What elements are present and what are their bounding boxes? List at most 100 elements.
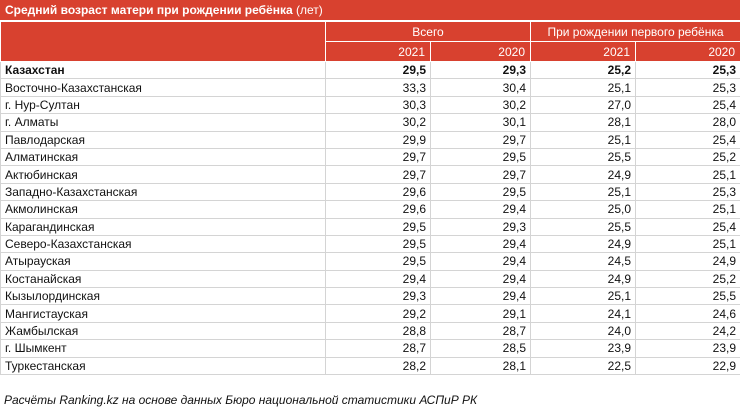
value-cell: 25,5 [530,147,636,167]
value-cell: 29,5 [430,182,531,202]
value-cell: 28,1 [430,356,531,376]
title: Средний возраст матери при рождении ребё… [5,3,293,17]
region-name: Алматинская [0,147,326,167]
region-name: Павлодарская [0,130,326,149]
value-cell: 30,3 [325,95,431,115]
value-cell: 25,2 [634,269,740,289]
region-name: г. Алматы [0,113,326,132]
value-cell: 29,6 [325,182,431,202]
table-row: Карагандинская 29,5 29,3 25,5 25,4 [0,217,740,236]
value-cell: 27,0 [530,95,636,115]
value-cell: 29,2 [325,304,431,323]
table: Всего При рождении первого ребёнка 2021 202… [0,21,740,376]
table-row: г. Алматы 30,2 30,1 28,1 28,0 [0,113,740,132]
value-cell: 25,2 [634,147,740,167]
value-cell: 29,7 [430,130,531,149]
table-row: Кызылординская 29,3 29,4 25,1 25,5 [0,287,740,306]
value-cell: 25,1 [634,234,740,254]
value-cell: 24,5 [530,252,636,271]
footer: Расчёты Ranking.kz на основе данных Бюро… [4,393,478,407]
table-header: Всего При рождении первого ребёнка 2021 202… [0,21,740,62]
value-cell: 28,7 [325,339,431,358]
value-cell: 29,9 [325,130,431,149]
value-cell: 29,7 [430,165,531,184]
value-cell: 29,5 [325,60,431,80]
region-name: Акмолинская [0,200,326,219]
table-row: Туркестанская 28,2 28,1 22,5 22,9 [0,356,740,376]
value-cell: 25,3 [634,78,740,97]
group-header: Всего [325,21,531,42]
region-name: Казахстан [0,60,326,80]
value-cell: 28,0 [634,113,740,132]
header-row: Всего При рождении первого ребёнка [0,21,740,62]
region-name: Северо-Казахстанская [0,234,326,254]
value-cell: 25,3 [634,60,740,80]
value-cell: 29,5 [325,234,431,254]
region-name: Туркестанская [0,356,326,376]
value-cell: 24,6 [634,304,740,323]
value-cell: 25,1 [634,200,740,219]
value-cell: 25,2 [530,60,636,80]
value-cell: 28,7 [430,321,531,341]
value-cell: 24,9 [634,252,740,271]
value-cell: 30,2 [430,95,531,115]
value-cell: 28,2 [325,356,431,376]
value-cell: 29,1 [430,304,531,323]
table-row: Атырауская 29,5 29,4 24,5 24,9 [0,252,740,271]
value-cell: 29,5 [325,217,431,236]
value-cell: 28,1 [530,113,636,132]
value-cell: 30,2 [325,113,431,132]
value-cell: 29,4 [430,287,531,306]
value-cell: 24,9 [530,269,636,289]
value-cell: 24,9 [530,165,636,184]
table-row: г. Шымкент 28,7 28,5 23,9 23,9 [0,339,740,358]
value-cell: 29,7 [325,165,431,184]
region-name: Западно-Казахстанская [0,182,326,202]
table-row: Актюбинская 29,7 29,7 24,9 25,1 [0,165,740,184]
value-cell: 25,3 [634,182,740,202]
value-cell: 29,4 [430,234,531,254]
value-cell: 25,1 [530,130,636,149]
table-row: Акмолинская 29,6 29,4 25,0 25,1 [0,200,740,219]
table-row: Северо-Казахстанская 29,5 29,4 24,9 25,1 [0,234,740,254]
value-cell: 29,3 [430,60,531,80]
value-cell: 25,5 [530,217,636,236]
table-row: Жамбылская 28,8 28,7 24,0 24,2 [0,321,740,341]
region-name: Мангистауская [0,304,326,323]
table-row: Мангистауская 29,2 29,1 24,1 24,6 [0,304,740,323]
value-cell: 22,5 [530,356,636,376]
region-name: г. Шымкент [0,339,326,358]
year-header: 2021 [325,41,431,62]
value-cell: 25,4 [634,130,740,149]
table-row: Казахстан 29,5 29,3 25,2 25,3 [0,60,740,80]
value-cell: 25,1 [530,78,636,97]
table-row: Восточно-Казахстанская 33,3 30,4 25,1 25,3 [0,78,740,97]
year-header: 2021 [530,41,636,62]
value-cell: 25,1 [530,182,636,202]
title-bar: Средний возраст матери при рождении ребё… [0,0,740,21]
group-header: При рождении первого ребёнка [529,21,740,42]
value-cell: 29,5 [325,252,431,271]
value-cell: 29,4 [430,200,531,219]
value-cell: 24,2 [634,321,740,341]
region-name: Восточно-Казахстанская [0,78,326,97]
value-cell: 29,3 [430,217,531,236]
header-row: 2021 2020 2021 2020 [1,41,740,62]
value-cell: 28,5 [430,339,531,358]
value-cell: 25,4 [634,217,740,236]
value-cell: 25,4 [634,95,740,115]
value-cell: 33,3 [325,78,431,97]
region-name: г. Нур-Султан [0,95,326,115]
region-name: Атырауская [0,252,326,271]
year-header: 2020 [634,41,740,62]
value-cell: 25,1 [634,165,740,184]
value-cell: 24,1 [530,304,636,323]
value-cell: 24,9 [530,234,636,254]
table-row: Алматинская 29,7 29,5 25,5 25,2 [0,147,740,167]
table-row: Павлодарская 29,9 29,7 25,1 25,4 [0,130,740,149]
value-cell: 29,3 [325,287,431,306]
value-cell: 30,4 [430,78,531,97]
value-cell: 23,9 [634,339,740,358]
value-cell: 29,6 [325,200,431,219]
